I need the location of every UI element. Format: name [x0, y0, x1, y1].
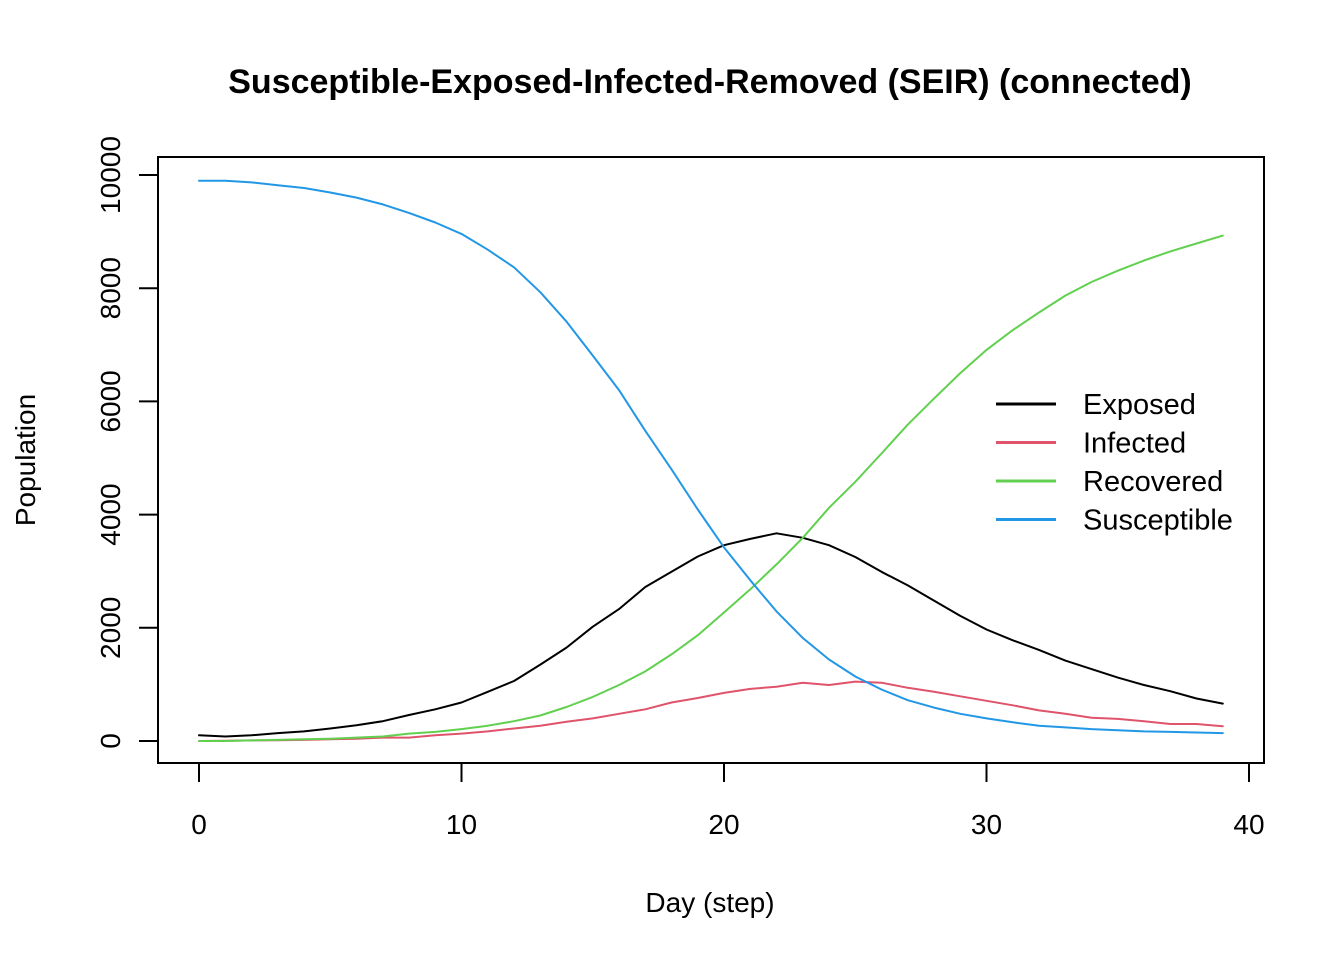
y-tick-label: 10000 [95, 136, 126, 214]
legend-label-exposed: Exposed [1083, 389, 1196, 421]
y-tick-label: 0 [95, 733, 126, 749]
x-tick-label: 0 [191, 809, 207, 840]
legend: Exposed Infected Recovered Susceptible [996, 389, 1233, 537]
legend-label-infected: Infected [1083, 428, 1186, 460]
y-tick-label: 6000 [95, 370, 126, 432]
y-tick-label: 2000 [95, 597, 126, 659]
series-line-exposed [198, 532, 1224, 738]
y-tick-label: 8000 [95, 257, 126, 319]
series-line-infected [198, 680, 1224, 742]
x-tick-label: 30 [971, 809, 1002, 840]
y-tick-label: 4000 [95, 483, 126, 545]
series-line-susceptible [198, 179, 1224, 735]
series-layer [198, 179, 1224, 742]
x-axis-label: Day (step) [645, 887, 774, 918]
x-axis: 0 10 20 30 40 [191, 762, 1265, 840]
series-line-recovered [198, 234, 1224, 742]
x-tick-label: 20 [708, 809, 739, 840]
x-tick-label: 40 [1233, 809, 1264, 840]
legend-label-susceptible: Susceptible [1083, 505, 1233, 537]
y-axis-label: Population [10, 394, 41, 526]
y-axis: 0 2000 4000 6000 8000 10000 [95, 136, 159, 749]
chart-title: Susceptible-Exposed-Infected-Removed (SE… [228, 63, 1192, 101]
legend-label-recovered: Recovered [1083, 466, 1223, 498]
x-tick-label: 10 [446, 809, 477, 840]
